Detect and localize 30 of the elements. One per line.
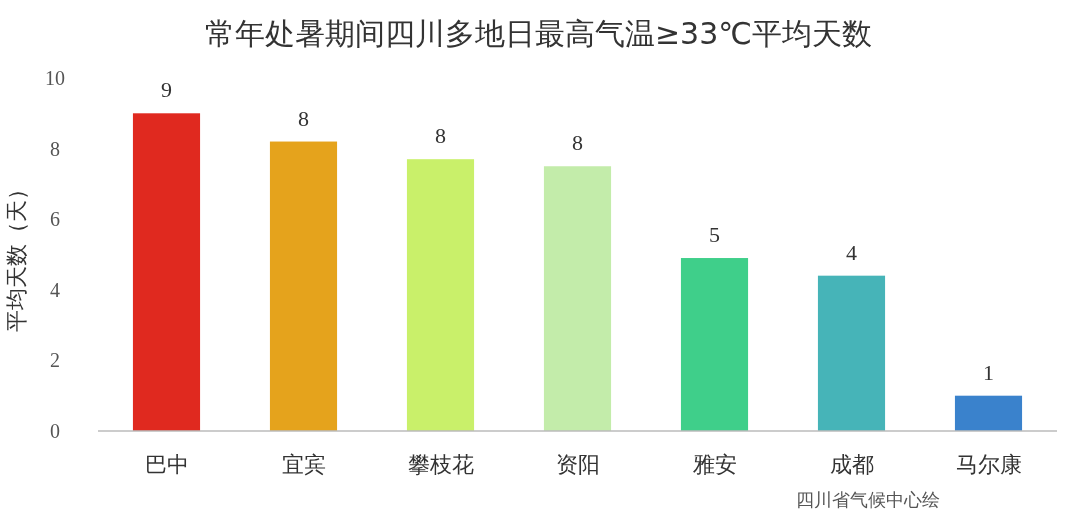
text: 四川省气候中心绘	[796, 489, 940, 510]
data-label: 8	[572, 130, 583, 156]
data-label: 4	[846, 239, 857, 265]
data-label: 1	[983, 359, 994, 385]
bar	[680, 258, 749, 431]
x-tick-label: 巴中	[144, 452, 189, 477]
chart-title: 常年处暑期间四川多地日最高气温≥33℃平均天数	[204, 16, 873, 51]
data-label: 5	[709, 222, 720, 248]
bar	[817, 275, 886, 431]
x-tick-label: 成都	[829, 452, 874, 477]
y-axis-title: 平均天数（天）	[4, 177, 29, 332]
bar	[269, 141, 338, 431]
bar	[543, 166, 612, 431]
x-tick-label: 资阳	[555, 452, 600, 477]
x-tick-label: 宜宾	[281, 452, 326, 477]
data-label: 8	[435, 123, 446, 149]
data-label: 8	[298, 105, 309, 131]
y-tick-label: 6	[50, 208, 60, 231]
y-tick-label: 0	[50, 420, 60, 442]
y-tick-label: 4	[50, 278, 60, 301]
y-tick-label: 10	[45, 67, 65, 89]
bar	[132, 113, 201, 431]
x-tick-label: 攀枝花	[407, 452, 474, 477]
bar	[954, 395, 1023, 431]
y-tick-label: 8	[50, 137, 60, 160]
data-label: 9	[161, 77, 172, 103]
x-tick-label: 马尔康	[955, 452, 1022, 477]
x-tick-label: 雅安	[692, 452, 737, 477]
y-tick-label: 2	[50, 349, 60, 372]
bar	[406, 159, 475, 431]
